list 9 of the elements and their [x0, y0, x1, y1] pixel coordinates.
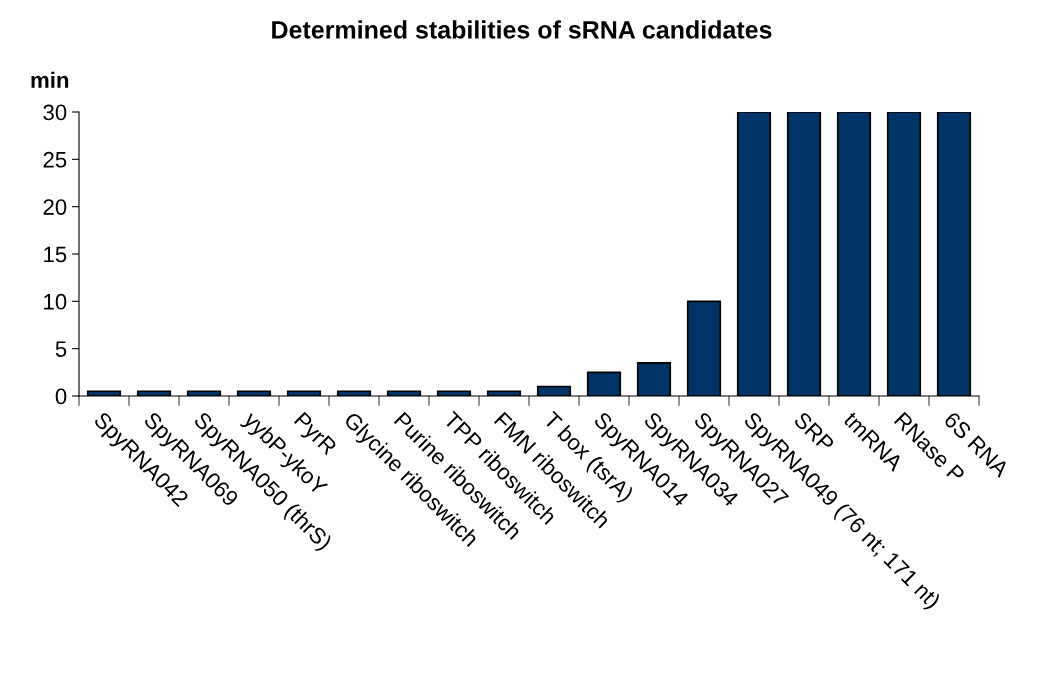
y-tick-label: 15 — [44, 246, 67, 263]
y-tick-label: 5 — [55, 341, 67, 357]
y-tick-label: 0 — [55, 388, 67, 405]
y-tick-label: 20 — [43, 199, 67, 215]
y-tick-label: 25 — [43, 151, 67, 168]
y-tick-label: 30 — [43, 104, 67, 121]
y-tick-label: 10 — [44, 293, 67, 310]
y-axis-title: min — [31, 71, 69, 88]
chart-title: Determined stabilities of sRNA candidates — [272, 20, 772, 39]
